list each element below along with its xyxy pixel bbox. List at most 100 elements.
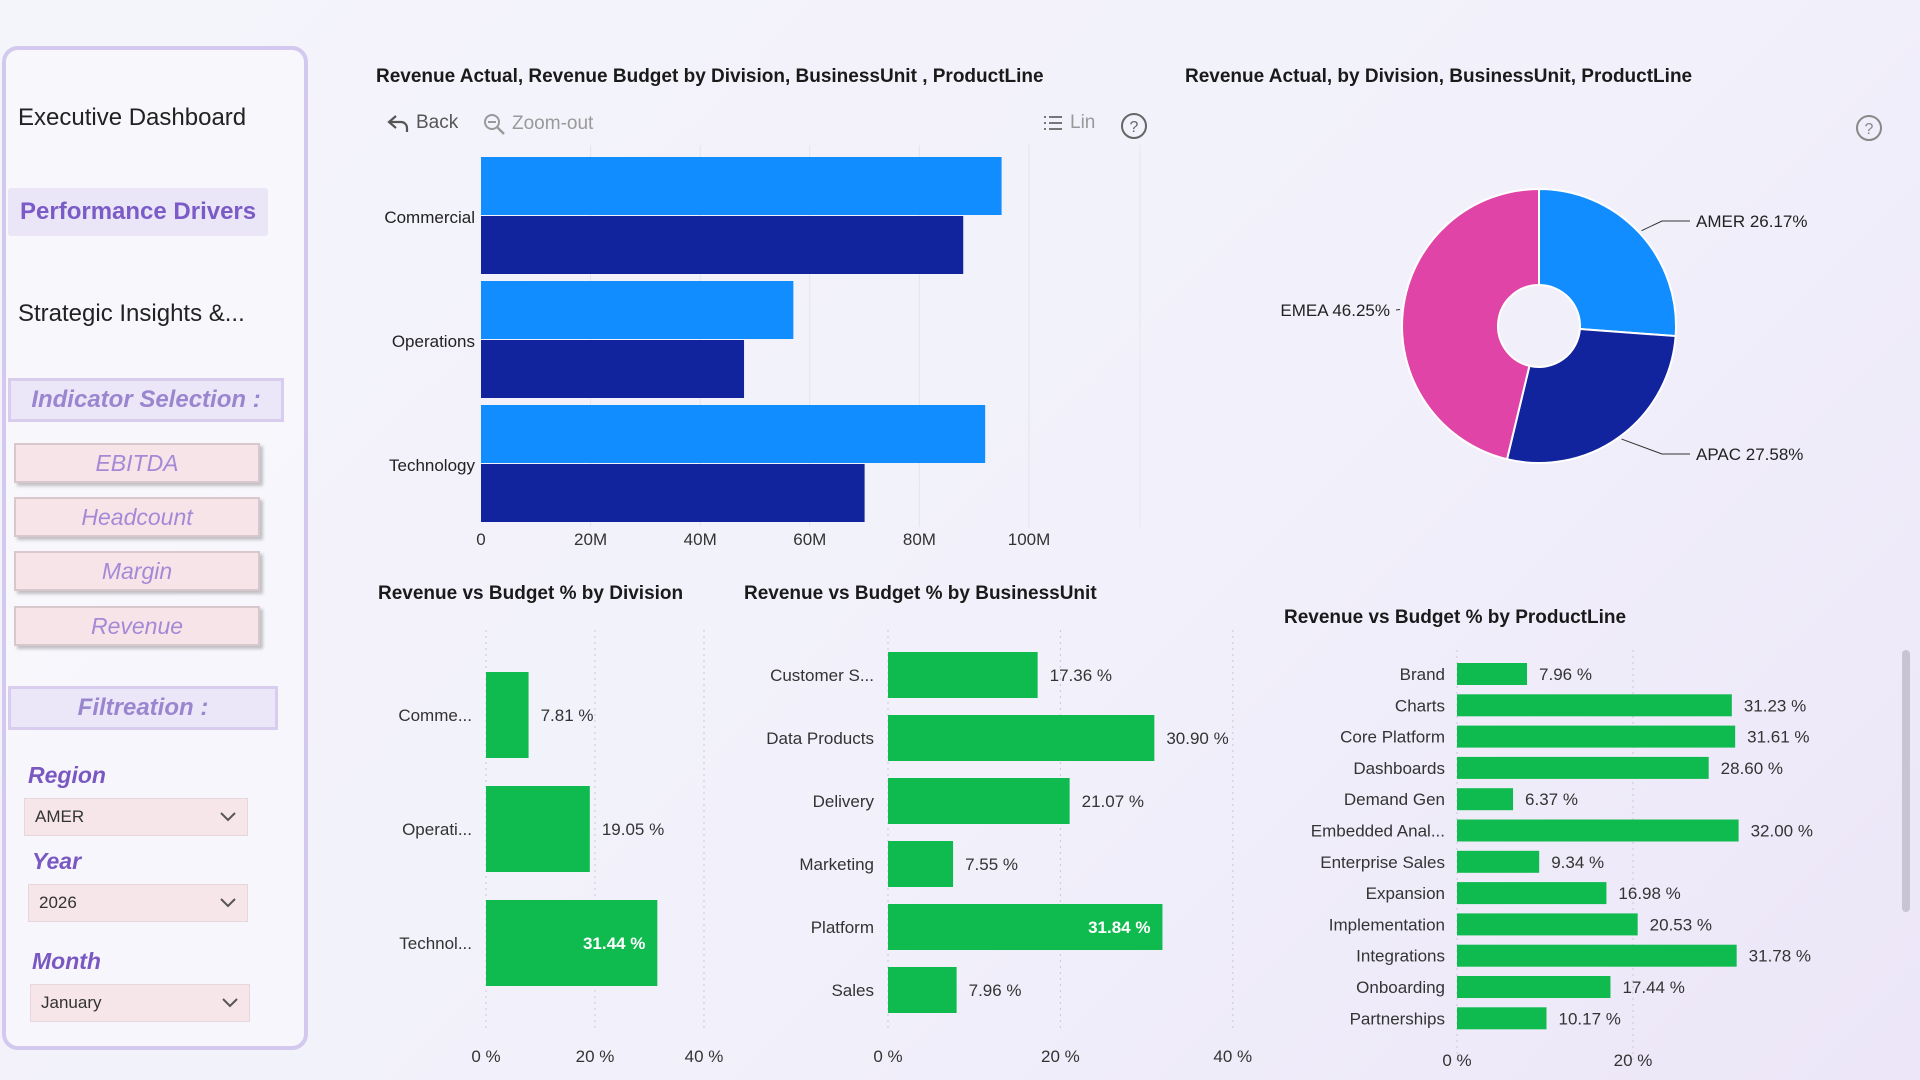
category-label: Implementation: [1329, 915, 1445, 934]
bar-actual: [481, 405, 986, 463]
x-tick-label: 60M: [793, 530, 826, 549]
category-label: Commercial: [384, 208, 475, 227]
data-label: 7.55 %: [965, 855, 1018, 874]
chart-rvb-businessunit: 0 % 20 % 40 % Customer S... 17.36 % Data Prod…: [766, 630, 1252, 1066]
bar-budget: [481, 340, 745, 398]
slice-label: APAC 27.58%: [1696, 445, 1803, 464]
category-label: Technol...: [399, 934, 472, 953]
back-button[interactable]: Back: [386, 112, 458, 134]
data-label: 28.60 %: [1721, 759, 1783, 778]
leader-line: [1621, 438, 1690, 455]
chart-rvb-division: 0 % 20 % 40 % Comme... 7.81 % Operati... 19.05…: [398, 630, 723, 1066]
bar: [888, 841, 954, 887]
category-label: Technology: [389, 456, 476, 475]
category-label: Expansion: [1366, 884, 1445, 903]
region-select[interactable]: AMER: [24, 798, 248, 836]
chart-rvb-businessunit-title: Revenue vs Budget % by BusinessUnit: [744, 583, 1097, 604]
bar-budget: [481, 464, 865, 522]
x-tick-label: 100M: [1008, 530, 1051, 549]
bar: [1457, 819, 1739, 842]
year-value: 2026: [39, 893, 77, 912]
lin-label: Lin: [1070, 112, 1096, 133]
x-tick-label: 20M: [574, 530, 607, 549]
data-label: 31.23 %: [1744, 696, 1806, 715]
nav-strategic-insights[interactable]: Strategic Insights &...: [18, 300, 245, 327]
indicator-margin-button[interactable]: Margin: [14, 551, 260, 591]
zoom-out-icon: [484, 114, 505, 135]
svg-text:?: ?: [1130, 119, 1139, 136]
bar: [1457, 1007, 1547, 1030]
chart-revenue-actual-region-donut: AMER 26.17% APAC 27.58% EMEA 46.25%: [1280, 187, 1808, 464]
chevron-down-icon: [220, 812, 236, 822]
data-label: 30.90 %: [1166, 729, 1228, 748]
region-label: Region: [28, 762, 106, 788]
list-icon: [1044, 116, 1062, 130]
bar: [486, 900, 658, 986]
category-label: Enterprise Sales: [1320, 853, 1445, 872]
help-icon[interactable]: ?: [1855, 114, 1883, 142]
category-label: Comme...: [398, 706, 472, 725]
data-label: 20.53 %: [1650, 915, 1712, 934]
x-tick-label: 20 %: [1041, 1047, 1080, 1066]
month-label: Month: [32, 948, 101, 974]
indicator-revenue-button[interactable]: Revenue: [14, 606, 260, 646]
data-label: 31.61 %: [1747, 728, 1809, 747]
x-tick-label: 0 %: [1442, 1051, 1471, 1070]
donut-slice-amer: [1538, 187, 1677, 338]
back-label: Back: [416, 112, 459, 133]
x-tick-label: 20 %: [1614, 1051, 1653, 1070]
data-label: 21.07 %: [1082, 792, 1144, 811]
category-label: Delivery: [813, 792, 875, 811]
zoom-out-label: Zoom-out: [512, 113, 594, 134]
chart-revenue-actual-budget: 0 20M 40M 60M 80M 100M Commercial Operations Tec…: [384, 145, 1141, 549]
category-label: Sales: [831, 981, 874, 1000]
chart-revenue-actual-budget-title: Revenue Actual, Revenue Budget by Divisi…: [376, 66, 1044, 87]
chart-rvb-division-title: Revenue vs Budget % by Division: [378, 583, 684, 604]
lin-toggle[interactable]: Lin: [1042, 112, 1095, 134]
leader-line: [1641, 220, 1690, 232]
category-label: Demand Gen: [1344, 790, 1445, 809]
bar: [486, 672, 529, 758]
bar: [888, 715, 1155, 761]
category-label: Marketing: [799, 855, 874, 874]
bar: [1457, 913, 1638, 936]
bar: [1457, 725, 1736, 748]
svg-text:?: ?: [1865, 121, 1874, 138]
x-tick-label: 40M: [684, 530, 717, 549]
sidebar: Executive Dashboard Performance Drivers …: [2, 46, 308, 1050]
bar: [888, 652, 1038, 698]
help-icon[interactable]: ?: [1120, 112, 1148, 140]
bar: [888, 904, 1163, 950]
category-label: Dashboards: [1353, 759, 1445, 778]
nav-executive-dashboard[interactable]: Executive Dashboard: [18, 104, 247, 131]
bar: [1457, 663, 1528, 685]
bar: [1457, 694, 1732, 717]
data-label: 19.05 %: [602, 820, 664, 839]
nav-performance-drivers[interactable]: Performance Drivers: [8, 188, 269, 236]
category-label: Brand: [1400, 665, 1445, 684]
year-select[interactable]: 2026: [28, 884, 248, 922]
year-label: Year: [32, 848, 82, 874]
bar: [1457, 788, 1514, 811]
indicator-ebitda-button[interactable]: EBITDA: [14, 443, 260, 483]
category-label: Operati...: [402, 820, 472, 839]
data-label: 17.44 %: [1622, 978, 1684, 997]
bar: [1457, 756, 1709, 779]
bar: [1457, 976, 1611, 998]
chart-rvb-productline: 0 % 20 % Brand 7.96 % Charts 31.23 % Core Plat…: [1311, 650, 1813, 1070]
x-tick-label: 40 %: [1213, 1047, 1252, 1066]
slice-label: AMER 26.17%: [1696, 212, 1808, 231]
bar: [888, 778, 1070, 824]
month-select[interactable]: January: [30, 984, 250, 1022]
chart-revenue-actual-region-title: Revenue Actual, by Division, BusinessUni…: [1185, 66, 1693, 87]
x-tick-label: 80M: [903, 530, 936, 549]
zoom-out-button[interactable]: Zoom-out: [482, 112, 593, 136]
chevron-down-icon: [222, 998, 238, 1008]
bar: [486, 786, 590, 872]
indicator-headcount-button[interactable]: Headcount: [14, 497, 260, 537]
back-arrow-icon: [387, 115, 409, 132]
category-label: Platform: [811, 918, 874, 937]
data-label: 10.17 %: [1558, 1009, 1620, 1028]
vertical-scrollbar[interactable]: [1902, 650, 1910, 912]
data-label: 16.98 %: [1618, 884, 1680, 903]
